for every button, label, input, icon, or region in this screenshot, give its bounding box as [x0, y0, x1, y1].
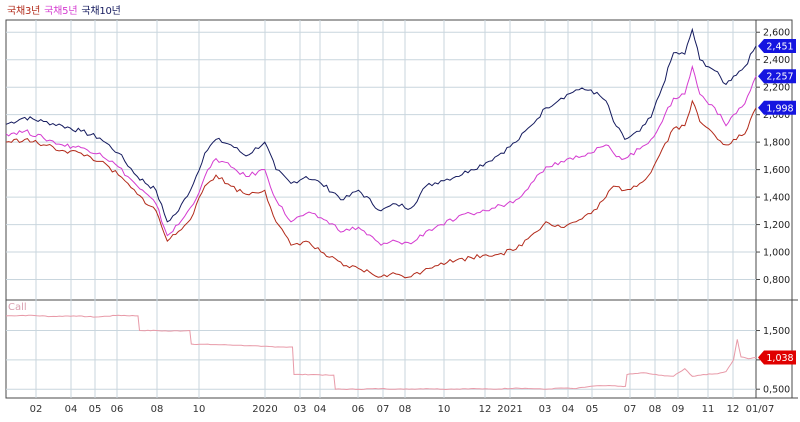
x-tick-label: 01/07 [746, 404, 775, 415]
legend-bond3y: 국채3년 [7, 6, 41, 17]
bond-y-tick-label: 2,000 [763, 110, 790, 121]
x-tick-label: 08 [399, 404, 412, 415]
bond-series-line [5, 64, 757, 246]
bond-value-tag-label: 2,257 [766, 72, 793, 83]
x-tick-label: 11 [702, 404, 715, 415]
legend-bond5y: 국채5년 [44, 6, 78, 17]
bond-y-tick-label: 2,400 [763, 55, 790, 66]
x-tick-label: 2020 [252, 404, 277, 415]
bond-value-tag [758, 100, 796, 115]
x-tick-label: 08 [649, 404, 662, 415]
call-value-tag [758, 350, 796, 365]
x-tick-label: 04 [562, 404, 575, 415]
call-panel-label: Call [8, 302, 27, 313]
bond-value-tag-label: 2,451 [766, 41, 793, 52]
call-value-tag-label: 1,038 [766, 353, 793, 364]
bond-series-line [5, 99, 757, 279]
x-tick-label: 2021 [497, 404, 522, 415]
bond-y-tick-label: 1,600 [763, 165, 790, 176]
bond-value-tag [758, 38, 796, 53]
bond-y-tick-label: 0,800 [763, 275, 790, 286]
bond-y-tick-label: 1,400 [763, 193, 790, 204]
x-tick-label: 09 [672, 404, 685, 415]
x-tick-label: 03 [294, 404, 307, 415]
x-tick-label: 08 [151, 404, 164, 415]
x-tick-label: 10 [193, 404, 206, 415]
bond-value-tag [758, 69, 796, 84]
x-tick-label: 07 [624, 404, 637, 415]
call-y-tick-label: 1,500 [763, 326, 790, 337]
x-tick-label: 12 [479, 404, 492, 415]
x-tick-label: 04 [65, 404, 78, 415]
bond-series-line [5, 27, 757, 223]
x-tick-label: 06 [111, 404, 124, 415]
legend-bond10y: 국채10년 [81, 6, 121, 17]
x-tick-label: 07 [377, 404, 390, 415]
bond-y-tick-label: 1,800 [763, 138, 790, 149]
chart-frame [5, 19, 793, 399]
x-tick-label: 02 [30, 404, 43, 415]
x-tick-label: 12 [727, 404, 740, 415]
bond-y-tick-label: 2,200 [763, 83, 790, 94]
x-tick-label: 05 [89, 404, 102, 415]
bond-y-tick-label: 2,600 [763, 28, 790, 39]
bond-value-tag-label: 1,998 [766, 103, 793, 114]
x-tick-label: 06 [352, 404, 365, 415]
legend: 국채3년 국채5년 국채10년 [7, 2, 125, 17]
x-tick-label: 04 [314, 404, 327, 415]
call-series-line [5, 314, 757, 391]
x-tick-label: 03 [539, 404, 552, 415]
x-tick-label: 05 [586, 404, 599, 415]
x-tick-label: 10 [438, 404, 451, 415]
call-y-tick-label: 0,500 [763, 385, 790, 396]
bond-y-tick-label: 1,000 [763, 248, 790, 259]
bond-y-tick-label: 1,200 [763, 220, 790, 231]
